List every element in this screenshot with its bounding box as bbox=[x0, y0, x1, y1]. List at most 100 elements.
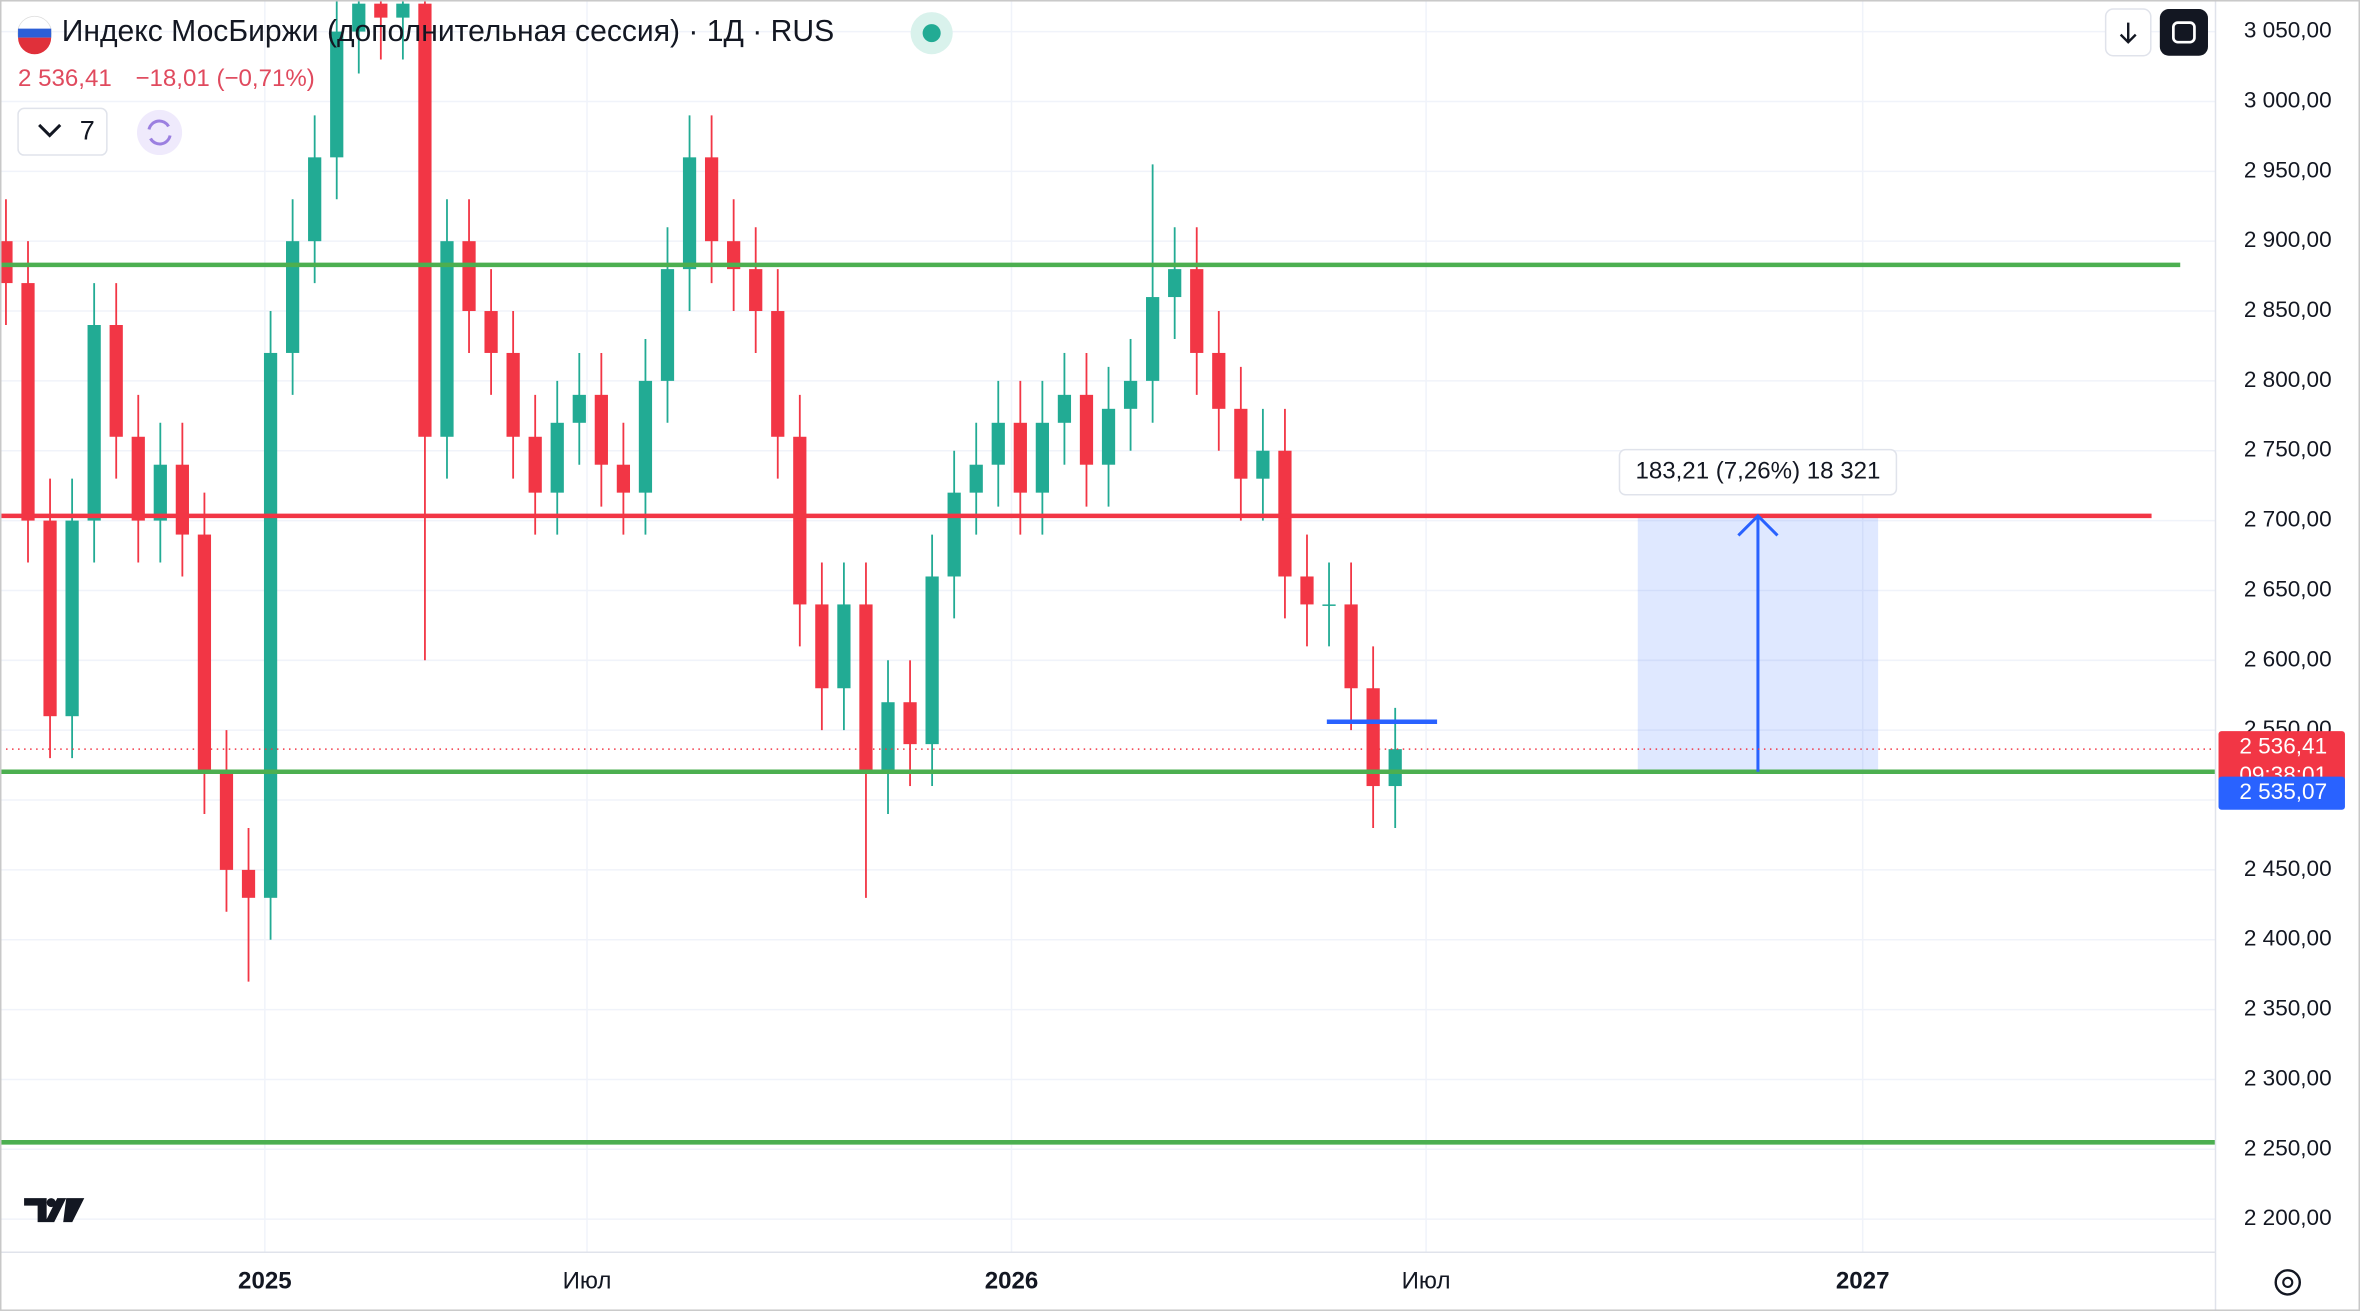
y-tick-label: 2 950,00 bbox=[2244, 157, 2332, 182]
candle-body bbox=[881, 702, 895, 773]
x-tick-label: Июл bbox=[1402, 1268, 1451, 1295]
candle-body bbox=[131, 436, 145, 521]
measure-label: 183,21 (7,26%) 18 321 bbox=[1635, 458, 1880, 485]
candle-body bbox=[21, 283, 35, 521]
indicator-count: 7 bbox=[80, 115, 95, 146]
header-change: −18,01 (−0,71%) bbox=[135, 65, 314, 92]
y-tick-label: 2 850,00 bbox=[2244, 297, 2332, 322]
candle-body bbox=[1344, 604, 1358, 689]
chevron-icon bbox=[38, 123, 62, 138]
refresh-button[interactable] bbox=[136, 109, 183, 156]
candle-body bbox=[1035, 422, 1049, 493]
candle-body bbox=[793, 436, 807, 605]
candle-body bbox=[925, 576, 939, 745]
flag-icon bbox=[18, 28, 52, 38]
candle-body bbox=[749, 269, 763, 312]
candle-body bbox=[837, 604, 851, 689]
last-price-label: 2 536,41 bbox=[2239, 734, 2327, 759]
settings-icon bbox=[2282, 1276, 2294, 1288]
measure-label-box bbox=[1618, 448, 1898, 496]
fullscreen-icon bbox=[2172, 21, 2196, 44]
y-tick-label: 2 600,00 bbox=[2244, 646, 2332, 671]
x-tick-label: 2025 bbox=[238, 1268, 292, 1295]
candle-body bbox=[616, 464, 631, 493]
candle-body bbox=[1322, 604, 1336, 606]
candle-body bbox=[87, 324, 101, 521]
candle-body bbox=[771, 311, 785, 437]
candle-body bbox=[1300, 576, 1314, 605]
y-tick-label: 2 350,00 bbox=[2244, 996, 2332, 1021]
candle-body bbox=[1212, 352, 1226, 409]
x-tick-label: 2027 bbox=[1836, 1268, 1890, 1295]
candle-body bbox=[1101, 408, 1116, 465]
candle-body bbox=[859, 604, 873, 773]
candle-body bbox=[197, 534, 212, 773]
candle-body bbox=[682, 157, 697, 270]
candle-body bbox=[153, 464, 167, 521]
candle-body bbox=[352, 3, 366, 32]
candle-body bbox=[1013, 422, 1027, 493]
candle-body bbox=[1079, 394, 1094, 465]
header-price: 2 536,41 bbox=[18, 65, 112, 92]
y-tick-label: 2 900,00 bbox=[2244, 227, 2332, 252]
candle-body bbox=[308, 157, 322, 242]
candle-body bbox=[815, 604, 829, 689]
settings-button[interactable] bbox=[2274, 1269, 2301, 1296]
candle-body bbox=[1057, 394, 1072, 423]
candle-body bbox=[1366, 688, 1380, 787]
candle-body bbox=[704, 157, 719, 242]
candle-body bbox=[374, 3, 388, 18]
y-tick-label: 2 700,00 bbox=[2244, 507, 2332, 532]
candle-body bbox=[991, 422, 1005, 465]
logo bbox=[63, 1198, 85, 1223]
bid-tag bbox=[2218, 776, 2345, 810]
y-tick-label: 2 750,00 bbox=[2244, 437, 2332, 462]
candle-body bbox=[727, 241, 741, 270]
candle-body bbox=[418, 3, 432, 437]
y-tick-label: 3 050,00 bbox=[2244, 18, 2332, 43]
candle-body bbox=[484, 311, 498, 353]
candle-body bbox=[594, 394, 608, 465]
candle-body bbox=[506, 352, 520, 437]
candle-body bbox=[396, 3, 410, 18]
flag-icon bbox=[18, 37, 52, 55]
bid-label: 2 535,07 bbox=[2239, 779, 2327, 804]
candle-body bbox=[1388, 749, 1402, 787]
candle-body bbox=[286, 241, 300, 353]
x-tick-label: Июл bbox=[563, 1268, 612, 1295]
axes: 2 200,00 2 250,00 2 300,00 2 350,00 2 400,00… bbox=[238, 18, 2345, 1295]
candle-body bbox=[1168, 269, 1182, 298]
y-tick-label: 3 000,00 bbox=[2244, 87, 2332, 112]
candle-body bbox=[263, 352, 278, 898]
candle-body bbox=[330, 31, 344, 158]
candle-body bbox=[175, 464, 189, 535]
candle-body bbox=[528, 436, 542, 493]
chart-title: Индекс МосБиржи (дополнительная сессия) … bbox=[62, 15, 835, 48]
logo bbox=[46, 1198, 56, 1208]
y-tick-label: 2 200,00 bbox=[2244, 1205, 2332, 1230]
candle-body bbox=[0, 241, 13, 284]
indicators-toggle[interactable] bbox=[17, 107, 108, 156]
y-tick-label: 2 800,00 bbox=[2244, 367, 2332, 392]
y-tick-label: 2 300,00 bbox=[2244, 1065, 2332, 1090]
y-tick-label: 2 400,00 bbox=[2244, 926, 2332, 951]
candle-body bbox=[1123, 380, 1138, 409]
candle-body bbox=[43, 520, 57, 717]
fullscreen-button[interactable] bbox=[2159, 9, 2208, 56]
candle-body bbox=[241, 869, 256, 898]
x-tick-label: 2026 bbox=[985, 1268, 1039, 1295]
candle-body bbox=[219, 772, 234, 870]
candle-body bbox=[572, 394, 586, 423]
candle-body bbox=[1234, 408, 1248, 479]
y-tick-label: 2 250,00 bbox=[2244, 1135, 2332, 1160]
candle-body bbox=[660, 269, 675, 381]
candle-body bbox=[1256, 450, 1270, 479]
candle-body bbox=[109, 324, 123, 437]
last-price-tag bbox=[2218, 731, 2345, 792]
logo bbox=[24, 1198, 67, 1223]
candle-body bbox=[638, 380, 653, 493]
